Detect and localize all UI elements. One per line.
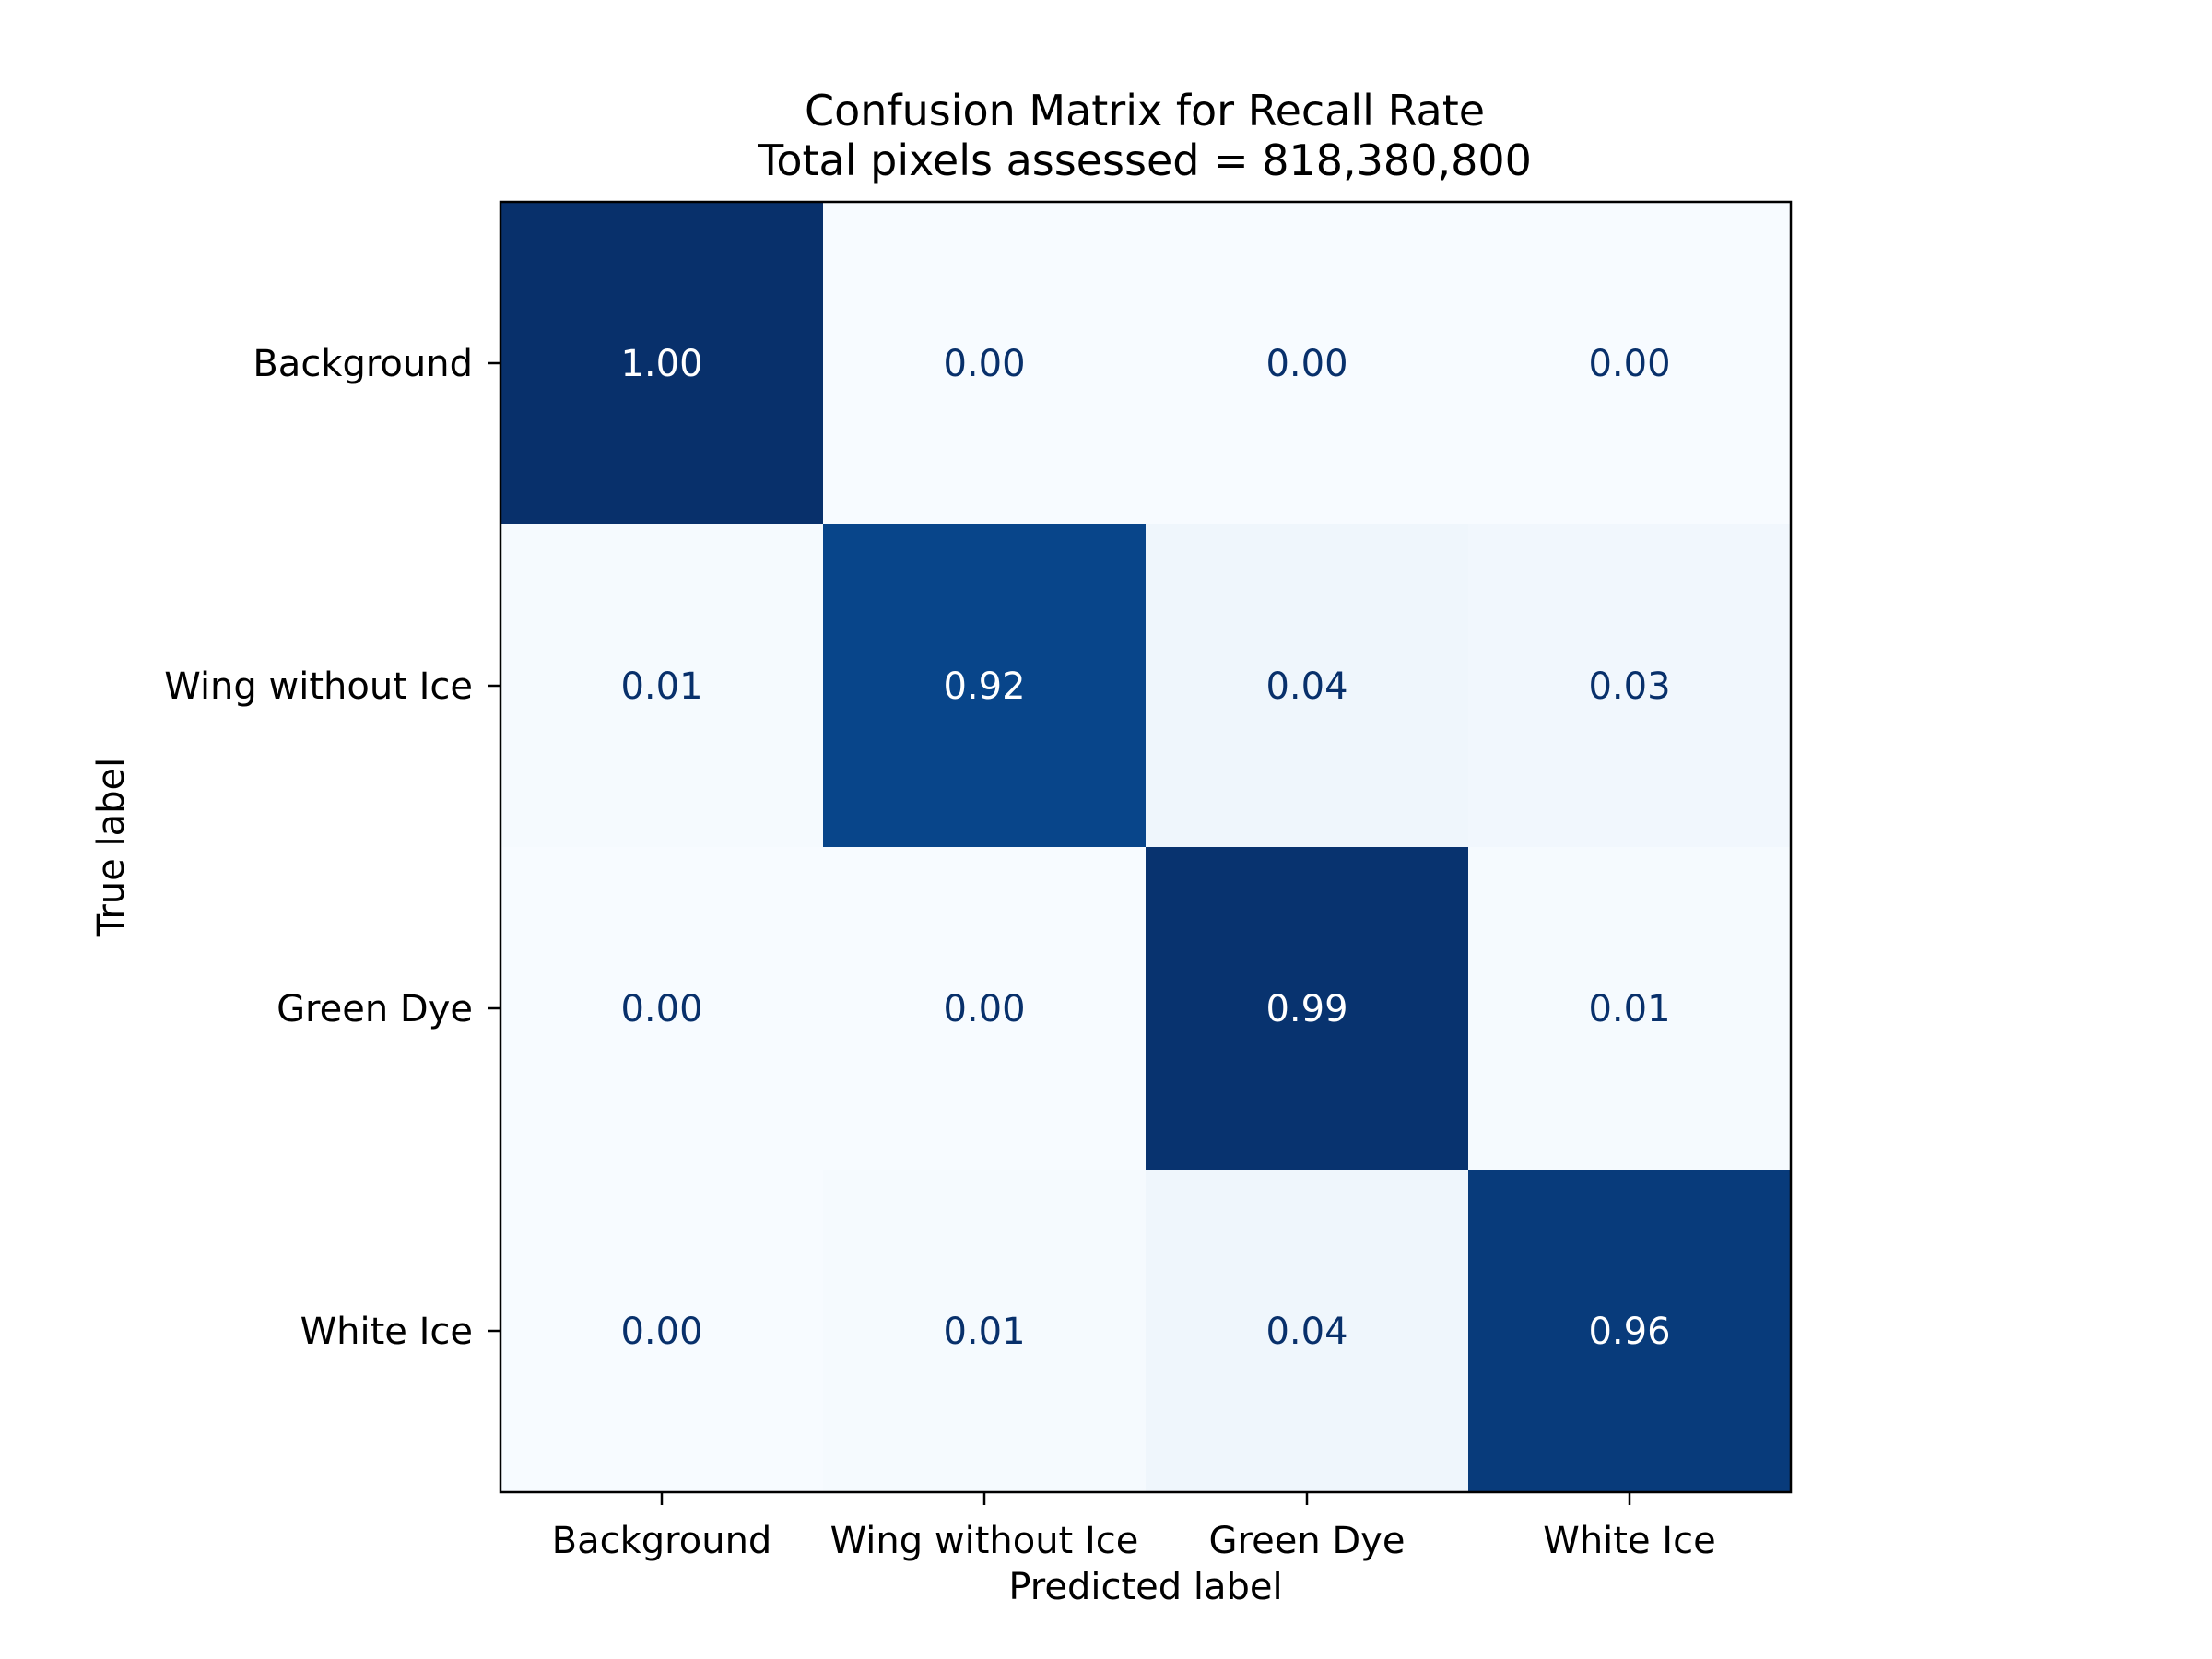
y-tick-label: Background [253,343,473,385]
x-tick-label: Green Dye [1209,1520,1406,1562]
x-axis-ticks: Background Wing without Ice Green Dye White… [552,1492,1716,1562]
heatmap-cell [500,847,824,1171]
heatmap-cell-value: 0.96 [1588,1311,1670,1353]
y-axis-ticks: Background Wing without Ice Green Dye White… [164,343,500,1353]
heatmap-cell-value: 0.00 [943,988,1025,1030]
chart-title-line-1: Confusion Matrix for Recall Rate [805,86,1485,135]
x-tick-label: White Ice [1543,1520,1715,1562]
heatmap-cell [1468,847,1792,1171]
y-tick-label: Wing without Ice [164,665,473,708]
x-tick-label: Wing without Ice [830,1520,1139,1562]
heatmap-cell-value: 0.00 [1588,343,1670,385]
heatmap-cells [500,202,1792,1493]
heatmap-cell [823,1170,1147,1493]
heatmap-cell-value: 0.00 [1265,343,1347,385]
heatmap-cell [823,202,1147,525]
y-tick-label: White Ice [300,1311,473,1353]
heatmap-cell-value: 0.01 [1588,988,1670,1030]
heatmap-cell-value: 0.04 [1265,1311,1347,1353]
heatmap-cell [823,524,1147,848]
heatmap-cell [1146,1170,1469,1493]
plot-frame [499,200,1793,1494]
heatmap-cell [500,524,824,848]
heatmap-cell-value: 0.01 [620,665,702,708]
heatmap-cell-value: 0.00 [620,1311,702,1353]
heatmap-cell [1146,847,1469,1171]
heatmap-cell-value: 0.00 [620,988,702,1030]
heatmap-cell-value: 1.00 [620,343,702,385]
y-tick-label: Green Dye [276,988,473,1030]
heatmap-cell [823,847,1147,1171]
heatmap-cell-value: 0.01 [943,1311,1025,1353]
x-axis-label: Predicted label [1008,1566,1282,1608]
heatmap-cell [1146,202,1469,525]
heatmap-cell-value: 0.04 [1265,665,1347,708]
heatmap-cell [1468,202,1792,525]
heatmap-cell [1468,524,1792,848]
heatmap-cell-value: 0.03 [1588,665,1670,708]
heatmap-cell-value: 0.99 [1265,988,1347,1030]
heatmap-cell [500,1170,824,1493]
heatmap-cell [500,202,824,525]
chart-title-line-2: Total pixels assessed = 818,380,800 [757,135,1532,185]
heatmap-cell-labels: 1.00 0.00 0.00 0.00 0.01 0.92 0.04 0.03 0.00 0.00… [620,343,1670,1353]
x-tick-label: Background [552,1520,772,1562]
heatmap-cell [1468,1170,1792,1493]
heatmap-cell-value: 0.00 [943,343,1025,385]
y-axis-label: True label [90,758,133,937]
heatmap-cell-value: 0.92 [943,665,1025,708]
heatmap-cell [1146,524,1469,848]
